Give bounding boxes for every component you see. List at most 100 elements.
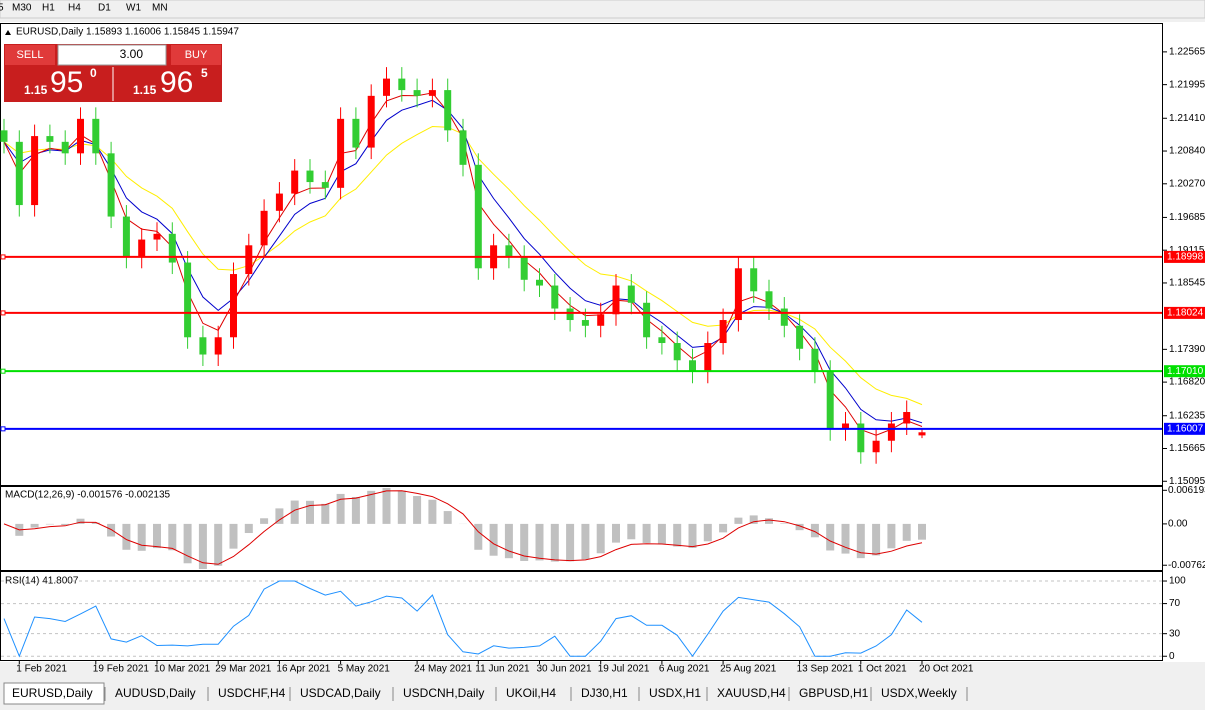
tab[interactable] — [791, 683, 870, 704]
candle-body — [61, 141, 69, 154]
ask-big: 1.15 — [133, 83, 157, 97]
macd-bar — [918, 523, 926, 540]
x-tick-label: 5 May 2021 — [338, 664, 391, 675]
ask-main: 96 — [160, 66, 193, 99]
y-tick-label: 100 — [1169, 576, 1186, 587]
macd-bar — [183, 523, 192, 564]
candle-body — [153, 233, 161, 240]
candle-body — [214, 337, 222, 355]
tab[interactable] — [292, 683, 392, 704]
tab-label[interactable]: USDX,H1 — [649, 686, 701, 700]
sell-label[interactable]: SELL — [17, 49, 44, 61]
macd-bar — [642, 523, 651, 543]
lots-value[interactable]: 3.00 — [120, 47, 144, 61]
tab-label[interactable]: DJ30,H1 — [581, 686, 628, 700]
x-tick-label: 24 May 2021 — [414, 664, 472, 675]
macd-bar — [856, 523, 865, 559]
macd-bar — [30, 523, 39, 528]
tab[interactable] — [573, 683, 638, 704]
candle-body — [842, 423, 849, 430]
y-tick-label: 0.00 — [1168, 519, 1188, 530]
y-tick-label: 70 — [1169, 598, 1181, 609]
tab[interactable] — [873, 683, 966, 704]
y-tick-label: 1.17390 — [1169, 344, 1205, 355]
macd-bar — [749, 515, 758, 524]
buy-label[interactable]: BUY — [185, 49, 208, 61]
tab-label[interactable]: UKOil,H4 — [506, 686, 556, 700]
macd-bar — [795, 523, 804, 531]
macd-bar — [351, 496, 360, 524]
tab[interactable] — [3, 682, 105, 705]
timeframe-button[interactable]: 5 — [0, 3, 4, 14]
tab-label[interactable]: AUDUSD,Daily — [115, 686, 196, 700]
rsi-line — [3, 580, 923, 658]
timeframe-button[interactable]: H4 — [68, 3, 81, 14]
macd-bar — [520, 523, 529, 561]
rsi-frame — [0, 571, 1163, 661]
level-marker — [0, 368, 6, 374]
macd-bar — [703, 523, 712, 542]
macd-bar — [902, 523, 911, 541]
tab-label[interactable]: XAUUSD,H4 — [717, 686, 786, 700]
candle-body — [566, 308, 574, 321]
x-tick-label: 19 Feb 2021 — [93, 664, 150, 675]
tab[interactable] — [709, 683, 788, 704]
tab[interactable] — [498, 683, 570, 704]
timeframe-button[interactable]: M30 — [12, 3, 32, 14]
y-tick-label: 1.21410 — [1169, 113, 1205, 124]
timeframe-button[interactable]: D1 — [98, 3, 111, 14]
tab-label[interactable]: USDCHF,H4 — [218, 686, 286, 700]
macd-frame — [0, 486, 1163, 571]
toolbar — [0, 0, 1205, 19]
macd-bar — [504, 523, 513, 559]
macd-bar — [336, 493, 345, 524]
level-label: 1.16007 — [1167, 423, 1204, 434]
timeframe-button[interactable]: MN — [152, 3, 168, 14]
x-tick-label: 10 Mar 2021 — [154, 664, 211, 675]
lots-input[interactable] — [57, 44, 167, 66]
macd-bar — [826, 523, 835, 551]
x-tick-label: 30 Jun 2021 — [537, 664, 592, 675]
x-tick-label: 19 Jul 2021 — [598, 664, 650, 675]
candle-body — [15, 141, 23, 206]
x-tick-label: 25 Aug 2021 — [720, 664, 777, 675]
trade-panel: SELL 3.00 BUY 1.15 95 0 1.15 96 5 — [4, 44, 222, 102]
tab-label[interactable]: EURUSD,Daily — [12, 686, 93, 700]
rsi-title: RSI(14) 41.8007 — [5, 576, 79, 587]
y-tick-label: 1.22565 — [1169, 47, 1205, 58]
candle-body — [826, 371, 834, 430]
y-tick-label: 0.006193 — [1168, 485, 1205, 496]
timeframe-button[interactable]: W1 — [126, 3, 141, 14]
tab[interactable] — [395, 683, 495, 704]
tab-label[interactable]: USDCAD,Daily — [300, 686, 381, 700]
macd-bar — [61, 523, 70, 526]
header-arrow — [5, 30, 11, 35]
tab-label[interactable]: USDX,Weekly — [881, 686, 957, 700]
macd-bar — [443, 511, 452, 524]
y-tick-label: 1.21995 — [1169, 79, 1205, 90]
candle-body — [31, 136, 39, 206]
macd-bar — [91, 522, 100, 524]
x-tick-label: 20 Oct 2021 — [919, 664, 974, 675]
timeframe-button[interactable]: H1 — [42, 3, 55, 14]
tab-label[interactable]: GBPUSD,H1 — [799, 686, 869, 700]
candle-body — [857, 423, 865, 453]
tab[interactable] — [641, 683, 706, 704]
level-label: 1.18998 — [1167, 252, 1204, 263]
candle-body — [398, 78, 406, 91]
tab[interactable] — [107, 683, 207, 704]
macd-bar — [566, 523, 575, 562]
candle-body — [337, 118, 345, 188]
macd-bar — [290, 500, 299, 524]
sell-button[interactable] — [5, 45, 55, 65]
chart-header: EURUSD,Daily 1.15893 1.16006 1.15845 1.1… — [16, 27, 239, 38]
tab[interactable] — [210, 683, 289, 704]
tab-label[interactable]: USDCNH,Daily — [403, 686, 484, 700]
x-tick-label: 6 Aug 2021 — [659, 664, 710, 675]
candle-body — [918, 432, 926, 436]
candle-body — [0, 130, 8, 142]
macd-bar — [688, 523, 697, 548]
macd-bar — [489, 523, 498, 556]
buy-button[interactable] — [171, 45, 221, 65]
